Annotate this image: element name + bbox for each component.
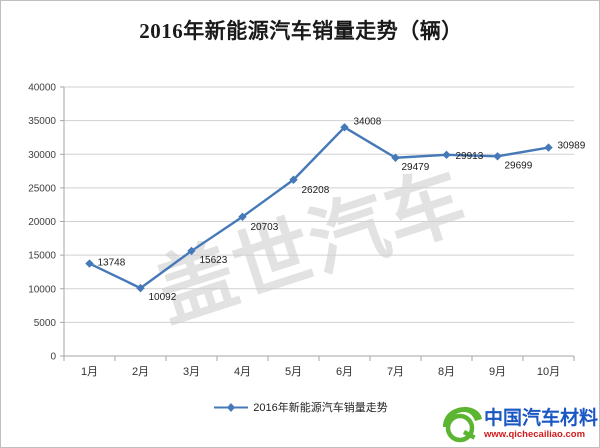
logo-url-text: www.qichecailiao.com bbox=[484, 428, 586, 440]
data-point-label: 29699 bbox=[505, 160, 533, 171]
data-point-marker bbox=[238, 212, 247, 221]
y-axis-tick-label: 10000 bbox=[28, 284, 56, 295]
gridlines bbox=[64, 86, 574, 357]
qichecailiao-logo-icon bbox=[441, 405, 483, 443]
data-point-label: 15623 bbox=[200, 255, 228, 266]
legend-marker-icon bbox=[214, 402, 249, 413]
y-axis-tick-label: 25000 bbox=[28, 183, 56, 194]
data-point-label: 34008 bbox=[354, 116, 382, 127]
legend-item: 2016年新能源汽车销量走势 bbox=[214, 399, 388, 415]
x-axis-tick-label: 5月 bbox=[285, 366, 302, 378]
y-axis-tick-label: 30000 bbox=[28, 150, 56, 161]
x-axis-tick-label: 10月 bbox=[537, 366, 560, 378]
data-point-label: 26208 bbox=[302, 185, 330, 196]
series-markers bbox=[85, 123, 553, 293]
site-logo[interactable]: 中国汽车材料网 www.qichecailiao.com bbox=[441, 404, 599, 444]
x-axis-tick-label: 4月 bbox=[234, 366, 251, 378]
page-title: 2016年新能源汽车销量走势（辆） bbox=[139, 19, 463, 43]
y-axis-tick-label: 5000 bbox=[34, 318, 57, 329]
x-axis-tick-label: 2月 bbox=[132, 366, 149, 378]
data-point-marker bbox=[442, 150, 451, 160]
data-point-labels: 13748 10092 15623 20703 26208 34008 29479 29913… bbox=[98, 116, 586, 303]
series-line bbox=[88, 126, 550, 290]
y-axis-ticks: 0 5000 10000 15000 20000 25000 30000 35000 40000 bbox=[28, 83, 64, 363]
data-point-marker bbox=[85, 259, 94, 268]
axis-lines bbox=[63, 87, 574, 357]
data-point-label: 29479 bbox=[402, 162, 430, 173]
data-point-marker bbox=[340, 123, 349, 132]
data-point-marker bbox=[391, 153, 400, 162]
legend-label: 2016年新能源汽车销量走势 bbox=[253, 402, 388, 414]
x-axis-tick-label: 3月 bbox=[183, 366, 200, 378]
logo-brand-text: 中国汽车材料网 bbox=[484, 407, 599, 429]
x-axis-tick-label: 6月 bbox=[336, 366, 353, 378]
x-axis-tick-label: 9月 bbox=[489, 366, 506, 378]
data-point-label: 20703 bbox=[251, 222, 279, 233]
y-axis-tick-label: 0 bbox=[50, 352, 56, 363]
x-axis-ticks: 1月 2月 3月 4月 5月 6月 7月 8月 9月 10月 bbox=[63, 356, 575, 378]
data-point-marker bbox=[544, 143, 553, 152]
x-axis-tick-label: 8月 bbox=[438, 366, 455, 378]
data-point-label: 29913 bbox=[456, 151, 484, 162]
chart-legend: 2016年新能源汽车销量走势 bbox=[1, 399, 599, 416]
series-polyline bbox=[88, 126, 550, 290]
data-point-label: 13748 bbox=[98, 258, 126, 269]
y-axis-tick-label: 20000 bbox=[28, 217, 56, 228]
y-axis-tick-label: 15000 bbox=[28, 251, 56, 262]
y-axis-tick-label: 40000 bbox=[28, 83, 56, 94]
y-axis-tick-label: 35000 bbox=[28, 116, 56, 127]
data-point-label: 30989 bbox=[558, 141, 586, 152]
x-axis-tick-label: 1月 bbox=[81, 366, 98, 378]
x-axis-tick-label: 7月 bbox=[387, 366, 404, 378]
data-point-marker bbox=[289, 175, 298, 184]
data-point-marker bbox=[493, 152, 502, 161]
data-point-marker bbox=[187, 246, 196, 256]
data-point-marker bbox=[136, 283, 145, 293]
data-point-label: 10092 bbox=[149, 292, 177, 303]
